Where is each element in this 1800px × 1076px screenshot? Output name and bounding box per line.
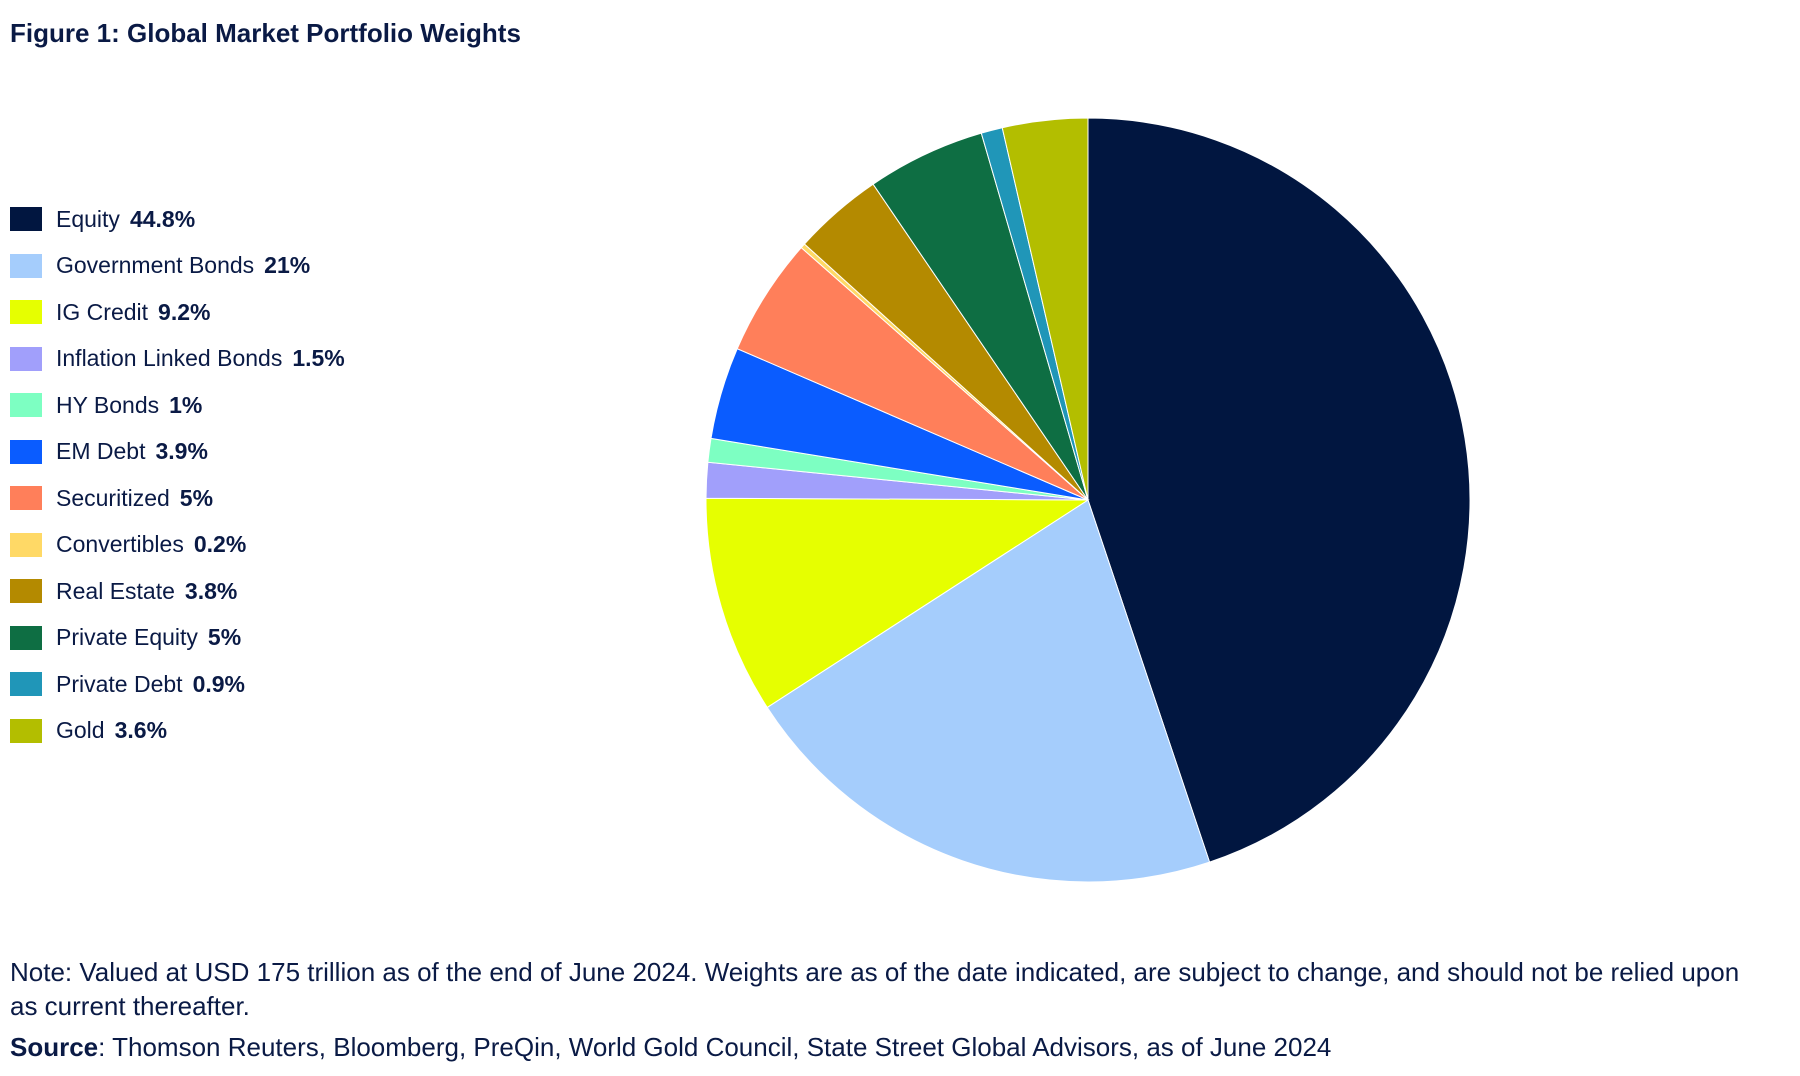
legend-value: 44.8%: [129, 205, 196, 232]
legend-swatch: [10, 672, 42, 697]
source-text: : Thomson Reuters, Bloomberg, PreQin, Wo…: [98, 1032, 1332, 1062]
figure-title: Figure 1: Global Market Portfolio Weight…: [10, 18, 521, 48]
legend-value: 0.2%: [193, 531, 247, 558]
legend-item: Government Bonds 21%: [10, 243, 570, 290]
source-label: Source: [10, 1032, 99, 1062]
chart-source: Source: Thomson Reuters, Bloomberg, PreQ…: [10, 1030, 1770, 1064]
legend-value: 5%: [179, 484, 214, 511]
legend-item: Private Equity 5%: [10, 615, 570, 662]
legend-item: Private Debt 0.9%: [10, 661, 570, 708]
legend-label: Private Equity: [56, 624, 198, 651]
legend-item: HY Bonds 1%: [10, 382, 570, 429]
legend-swatch: [10, 718, 42, 743]
legend-value: 3.6%: [114, 717, 168, 744]
legend-label: EM Debt: [56, 438, 146, 465]
legend-swatch: [10, 486, 42, 511]
legend-swatch: [10, 300, 42, 325]
legend-value: 3.9%: [155, 438, 208, 465]
pie-slice: [1087, 117, 1471, 863]
legend-label: Equity: [56, 205, 120, 232]
legend-item: Real Estate 3.8%: [10, 568, 570, 615]
legend-swatch: [10, 625, 42, 650]
legend-value: 21%: [264, 252, 311, 279]
legend-swatch: [10, 253, 42, 278]
legend-item: Equity 44.8%: [10, 196, 570, 243]
legend-label: Private Debt: [56, 670, 183, 697]
legend-swatch: [10, 532, 42, 557]
pie-slice: [705, 497, 1090, 709]
legend-value: 1%: [169, 391, 203, 418]
legend-label: Gold: [56, 717, 105, 744]
legend-swatch: [10, 439, 42, 464]
legend-item: IG Credit 9.2%: [10, 289, 570, 336]
legend-swatch: [10, 579, 42, 604]
legend-label: Convertibles: [56, 531, 184, 558]
legend-value: 9.2%: [158, 298, 211, 325]
chart-note: Note: Valued at USD 175 trillion as of t…: [10, 957, 1740, 1021]
pie-slice: [1001, 117, 1089, 501]
legend-item: EM Debt 3.9%: [10, 429, 570, 476]
legend-item: Gold 3.6%: [10, 708, 570, 755]
legend-item: Securitized 5%: [10, 475, 570, 522]
legend-swatch: [10, 393, 42, 418]
legend-swatch: [10, 207, 42, 232]
chart-legend: Equity 44.8% Government Bonds 21% IG Credit 9…: [10, 196, 570, 754]
legend-value: 5%: [207, 624, 242, 651]
legend-item: Inflation Linked Bonds 1.5%: [10, 336, 570, 383]
legend-swatch: [10, 346, 42, 371]
legend-label: IG Credit: [56, 298, 149, 325]
pie-slice: [766, 499, 1211, 883]
legend-label: Government Bonds: [56, 252, 255, 279]
legend-value: 1.5%: [292, 345, 345, 372]
legend-label: HY Bonds: [56, 391, 160, 418]
legend-label: Inflation Linked Bonds: [56, 345, 283, 372]
legend-item: Convertibles 0.2%: [10, 522, 570, 569]
legend-label: Securitized: [56, 484, 170, 511]
pie-chart: [705, 117, 1471, 883]
legend-value: 0.9%: [192, 670, 245, 697]
legend-label: Real Estate: [56, 577, 175, 604]
legend-value: 3.8%: [184, 577, 238, 604]
